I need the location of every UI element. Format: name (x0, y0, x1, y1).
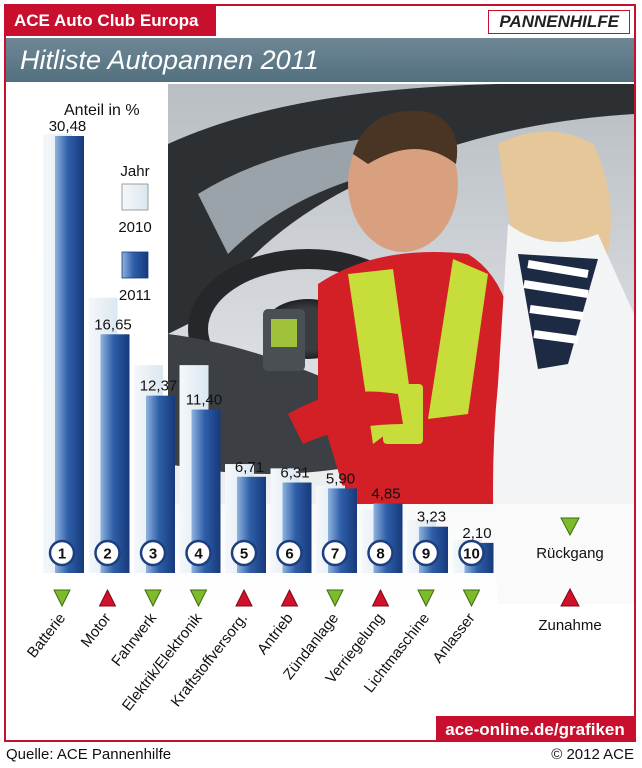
category-label: Batterie (24, 610, 69, 661)
trend-up-icon (235, 588, 253, 607)
copyright-note: © 2012 ACE (551, 746, 634, 763)
rank-badge (367, 539, 394, 567)
value-label: 3,23 (417, 509, 446, 526)
trend-up-icon (371, 588, 390, 607)
rank-badge (321, 539, 349, 567)
category-label: Elektrik/Elektronik (119, 610, 206, 715)
source-note: Quelle: ACE Pannenhilfe (6, 746, 172, 763)
trend-up-icon (280, 588, 299, 607)
title-band: Hitliste Autopannen 2011 (6, 38, 634, 82)
rank-label: 1 (58, 546, 66, 563)
trend-down-icon (144, 589, 162, 608)
top-bar: ACE Auto Club Europa PANNENHILFE (6, 6, 634, 36)
rank-badge (230, 539, 258, 567)
rank-label: 6 (285, 546, 293, 563)
legend-swatch-2011 (121, 251, 149, 279)
trend-up-icon (98, 588, 117, 607)
rank-badge (48, 539, 76, 567)
category-label: Antrieb (254, 610, 297, 658)
rank-badge (185, 539, 212, 567)
legend-swatch-2010 (121, 183, 149, 211)
value-label: 5,90 (326, 470, 355, 487)
trend-down-icon (53, 589, 71, 608)
website-label[interactable]: ace-online.de/grafiken (436, 716, 634, 740)
legend-up-label: Zunahme (538, 617, 601, 634)
bar-2011-2 (100, 334, 130, 573)
value-label: 6,31 (280, 465, 309, 482)
value-label: 16,65 (94, 316, 132, 333)
rank-badge (139, 539, 167, 567)
value-label: 4,85 (371, 485, 400, 502)
rank-label: 5 (240, 546, 248, 563)
rank-label: 2 (103, 546, 111, 563)
rank-label: 3 (149, 546, 157, 563)
y-axis-label: Anteil in % (64, 102, 140, 119)
value-label: 11,40 (186, 392, 222, 409)
legend-down-icon (560, 517, 580, 537)
legend-label-2011: 2011 (119, 287, 151, 304)
legend-label-2010: 2010 (118, 219, 151, 236)
bar-2011-1 (55, 136, 84, 573)
rank-badge (94, 539, 121, 567)
legend-down-label: Rückgang (536, 545, 604, 562)
category-label: Motor (78, 610, 115, 651)
rank-badge (276, 539, 303, 567)
value-label: 12,37 (140, 378, 178, 395)
category-label: Anlasser (429, 610, 478, 666)
rank-label: 7 (331, 546, 339, 563)
rank-badge (458, 539, 485, 567)
rank-label: 4 (194, 546, 203, 563)
rank-badge (412, 539, 440, 567)
brand-label: ACE Auto Club Europa (6, 6, 216, 36)
chart-title: Hitliste Autopannen 2011 (20, 45, 319, 75)
rank-label: 9 (422, 546, 430, 563)
section-label: PANNENHILFE (488, 10, 630, 34)
value-label: 30,48 (49, 118, 87, 135)
value-label: 2,10 (462, 525, 491, 542)
trend-down-icon (326, 589, 344, 608)
trend-down-icon (417, 589, 435, 608)
trend-down-icon (462, 589, 481, 608)
rank-label: 8 (376, 546, 384, 563)
legend-up-icon (560, 587, 580, 607)
trend-down-icon (189, 589, 208, 608)
infographic-frame: ACE Auto Club Europa PANNENHILFE Hitlist… (4, 4, 636, 742)
legend-title: Jahr (120, 163, 149, 180)
rank-label: 10 (463, 546, 480, 563)
value-label: 6,71 (235, 459, 264, 476)
